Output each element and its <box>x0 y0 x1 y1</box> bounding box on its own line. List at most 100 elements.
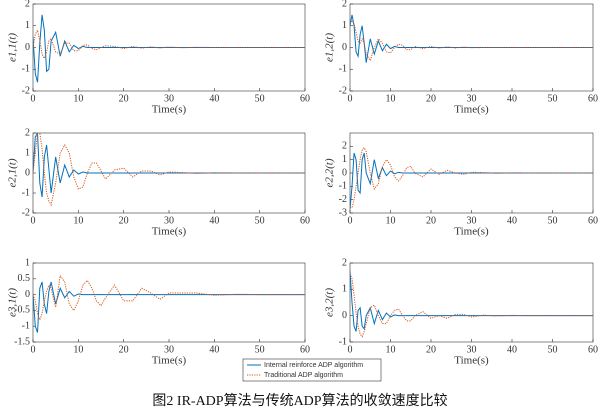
x-tick-label: 40 <box>209 93 219 104</box>
x-tick-label: 20 <box>426 93 436 104</box>
x-tick-label: 40 <box>209 344 219 355</box>
y-axis-label: e2,2(t) <box>324 158 336 187</box>
x-tick-label: 0 <box>348 93 353 104</box>
x-tick-label: 30 <box>164 344 174 355</box>
x-tick-label: 30 <box>467 344 477 355</box>
y-tick-label: 1 <box>25 20 30 31</box>
x-tick-label: 60 <box>300 93 310 104</box>
y-tick-label: 1 <box>342 20 347 31</box>
y-tick-label: -2 <box>22 207 30 218</box>
x-tick-label: 0 <box>31 215 36 226</box>
x-tick-label: 40 <box>507 344 517 355</box>
y-tick-label: -2 <box>339 85 347 96</box>
x-tick-label: 10 <box>73 344 83 355</box>
y-tick-label: 2 <box>25 0 30 9</box>
series-line <box>350 273 593 338</box>
y-tick-label: -1 <box>22 320 30 331</box>
series-line <box>350 20 593 62</box>
plot-area <box>349 262 594 343</box>
y-tick-label: 2 <box>25 127 30 138</box>
y-tick-label: 0 <box>342 42 347 53</box>
x-tick-label: 10 <box>386 215 396 226</box>
x-tick-label: 0 <box>348 215 353 226</box>
x-tick-label: 50 <box>548 215 558 226</box>
x-tick-label: 60 <box>300 215 310 226</box>
series-line <box>350 270 593 332</box>
x-tick-label: 40 <box>507 93 517 104</box>
y-tick-label: 1 <box>342 154 347 165</box>
y-tick-label: 2 <box>342 257 347 268</box>
y-tick-label: 0 <box>342 310 347 321</box>
legend-label: Traditional ADP algorithm <box>264 372 343 379</box>
series-line <box>33 14 305 83</box>
legend-label: Internal reinforce ADP algorithm <box>264 362 363 369</box>
y-axis-label: e3,2(t) <box>324 288 336 317</box>
y-tick-label: 1 <box>25 257 30 268</box>
x-tick-label: 20 <box>119 93 129 104</box>
x-axis-label: Time(s) <box>454 226 489 238</box>
x-axis-label: Time(s) <box>454 104 489 116</box>
x-tick-label: 30 <box>164 215 174 226</box>
y-tick-label: -1 <box>22 64 30 75</box>
x-tick-label: 40 <box>507 215 517 226</box>
y-tick-label: 1 <box>342 284 347 295</box>
y-axis-label: e1,1(t) <box>7 33 19 62</box>
y-axis-label: e1,2(t) <box>324 33 336 62</box>
x-tick-label: 50 <box>255 93 265 104</box>
y-axis-label: e2,1(t) <box>7 158 19 187</box>
x-tick-label: 50 <box>255 344 265 355</box>
x-tick-label: 20 <box>426 344 436 355</box>
series-line <box>33 133 305 198</box>
y-tick-label: -1 <box>22 187 30 198</box>
caption: 图2 IR-ADP算法与传统ADP算法的收敛速度比较 <box>152 393 447 409</box>
y-tick-label: 0 <box>342 167 347 178</box>
plot-area <box>32 262 306 343</box>
x-tick-label: 0 <box>348 344 353 355</box>
y-tick-label: 2 <box>342 0 347 9</box>
x-tick-label: 10 <box>73 215 83 226</box>
series-line <box>33 28 305 60</box>
x-tick-label: 20 <box>426 215 436 226</box>
y-tick-label: 2 <box>342 141 347 152</box>
x-tick-label: 30 <box>164 93 174 104</box>
series-line <box>33 274 305 322</box>
series-line <box>350 14 593 63</box>
y-tick-label: -2 <box>339 194 347 205</box>
y-tick-label: 0 <box>25 167 30 178</box>
x-tick-label: 60 <box>588 215 598 226</box>
x-tick-label: 60 <box>300 344 310 355</box>
x-tick-label: 30 <box>467 215 477 226</box>
x-axis-label: Time(s) <box>152 104 187 116</box>
x-tick-label: 20 <box>119 215 129 226</box>
y-tick-label: -1 <box>339 336 347 347</box>
x-tick-label: 50 <box>255 215 265 226</box>
y-tick-label: 0.5 <box>18 273 31 284</box>
x-tick-label: 0 <box>31 93 36 104</box>
x-tick-label: 50 <box>548 93 558 104</box>
x-tick-label: 60 <box>588 93 598 104</box>
x-tick-label: 0 <box>31 344 36 355</box>
x-tick-label: 60 <box>588 344 598 355</box>
x-axis-label: Time(s) <box>152 355 187 367</box>
x-tick-label: 50 <box>548 344 558 355</box>
y-tick-label: 0 <box>25 289 30 300</box>
y-tick-label: 1 <box>25 147 30 158</box>
x-tick-label: 20 <box>119 344 129 355</box>
series-line <box>350 146 593 209</box>
y-tick-label: -1 <box>339 181 347 192</box>
y-tick-label: 0 <box>25 42 30 53</box>
x-tick-label: 10 <box>386 93 396 104</box>
x-tick-label: 10 <box>73 93 83 104</box>
y-tick-label: -1 <box>339 64 347 75</box>
x-tick-label: 10 <box>386 344 396 355</box>
y-tick-label: -0.5 <box>14 305 30 316</box>
y-axis-label: e3,1(t) <box>7 288 19 317</box>
y-tick-label: -1.5 <box>14 336 30 347</box>
x-tick-label: 30 <box>467 93 477 104</box>
y-tick-label: -2 <box>22 85 30 96</box>
x-tick-label: 40 <box>209 215 219 226</box>
x-axis-label: Time(s) <box>454 355 489 367</box>
legend-box <box>242 358 382 382</box>
series-line <box>350 152 593 210</box>
